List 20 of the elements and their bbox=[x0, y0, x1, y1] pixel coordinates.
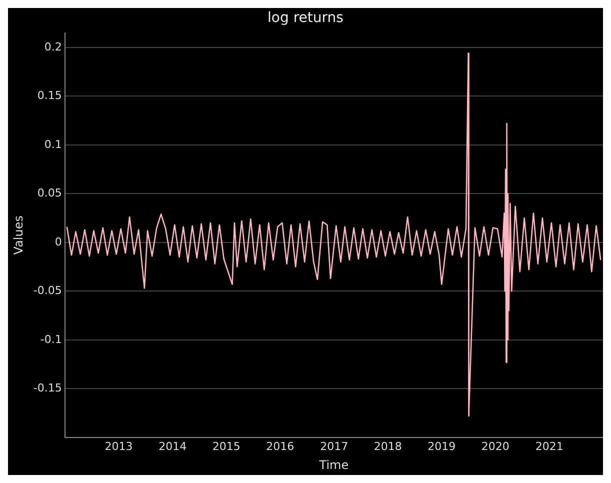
x-tick-label: 2016 bbox=[266, 440, 294, 453]
x-tick-label: 2021 bbox=[535, 440, 564, 453]
x-tick-label: 2013 bbox=[104, 440, 133, 453]
x-tick-label: 2020 bbox=[481, 440, 510, 453]
y-axis-title: Values bbox=[11, 215, 26, 255]
y-tick-label: 0.15 bbox=[37, 89, 62, 102]
x-tick-label: 2019 bbox=[428, 440, 456, 453]
y-tick-label: 0.05 bbox=[37, 186, 62, 200]
x-tick-label: 2018 bbox=[374, 440, 402, 453]
chart-title: log returns bbox=[268, 10, 344, 26]
y-tick-label: 0 bbox=[54, 235, 62, 248]
y-tick-label: 0.2 bbox=[44, 40, 62, 54]
y-tick-label: -0.05 bbox=[33, 284, 62, 298]
y-tick-label: -0.15 bbox=[33, 382, 62, 395]
y-tick-label: 0.1 bbox=[44, 138, 62, 151]
x-tick-label: 2017 bbox=[320, 440, 348, 453]
x-axis-title: Time bbox=[318, 458, 349, 472]
y-tick-label: -0.1 bbox=[40, 332, 62, 346]
x-tick-label: 2014 bbox=[158, 440, 187, 453]
x-tick-label: 2015 bbox=[212, 440, 240, 453]
